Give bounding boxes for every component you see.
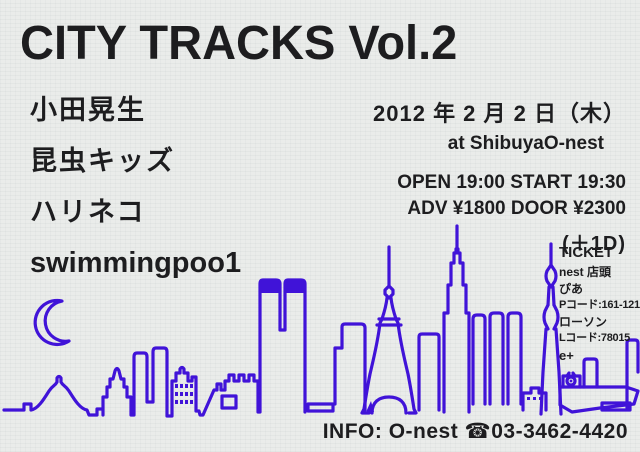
ship-silhouette — [558, 357, 640, 414]
lineup-item: 小田晃生 — [30, 95, 146, 125]
skyline-left-silhouette — [2, 278, 307, 418]
event-date: 2012 年 2 月 2 日（木） — [373, 101, 626, 126]
ticket-info: TICKET nest 店頭 ぴあ Pコード:161-121 ローソン Lコード… — [559, 245, 640, 367]
tokyo-skytree — [539, 242, 563, 416]
stepped-building — [333, 322, 367, 412]
event-time: OPEN 19:00 START 19:30 — [397, 172, 626, 193]
window-details — [175, 379, 573, 404]
ticket-outlet: nest 店頭 — [559, 265, 612, 279]
slab-building — [471, 313, 487, 406]
docomo-tower — [442, 224, 471, 414]
slab-building — [488, 311, 505, 406]
info-label: INFO: O-nest — [322, 420, 459, 443]
event-price: ADV ¥1800 DOOR ¥2300 — [407, 198, 626, 219]
event-drink-note: (＋1D) — [562, 233, 626, 255]
lineup-item: swimmingpoo1 — [30, 247, 242, 279]
event-details: 2012 年 2 月 2 日（木） at ShibuyaO-nest OPEN … — [373, 96, 626, 256]
ticket-code: Lコード:78015 — [559, 332, 630, 344]
tokyo-tower — [360, 245, 418, 415]
phone-number: 03-3462-4420 — [491, 420, 628, 443]
low-building-cluster — [521, 386, 548, 412]
poster-title: CITY TRACKS Vol.2 — [20, 17, 458, 70]
lineup-item: ハリネコ — [30, 197, 146, 227]
mid-block-building — [417, 332, 441, 412]
arch-shadow-detail — [366, 401, 374, 412]
door-detail — [220, 394, 238, 410]
right-edge-slab — [625, 338, 640, 410]
tmg-tower-cap — [285, 281, 305, 293]
ticket-outlet: ぴあ — [559, 282, 584, 296]
ticket-outlet: ローソン — [559, 315, 608, 329]
lineup-list: 小田晃生 昆虫キッズ ハリネコ swimmingpoo1 — [30, 96, 241, 300]
crescent-moon-icon — [33, 298, 71, 347]
ticket-heading: TICKET — [559, 244, 614, 261]
low-bar-building — [306, 402, 335, 413]
contact-info: INFO: O-nest ☎03-3462-4420 — [323, 419, 628, 444]
tmg-tower-cap — [260, 281, 280, 293]
phone-icon: ☎ — [464, 420, 492, 443]
slab-building — [506, 311, 523, 406]
event-venue: at ShibuyaO-nest — [447, 133, 604, 154]
ticket-code: Pコード:161-121 — [559, 299, 640, 311]
lineup-item: 昆虫キッズ — [30, 146, 175, 176]
ticket-outlet: e+ — [559, 348, 574, 363]
